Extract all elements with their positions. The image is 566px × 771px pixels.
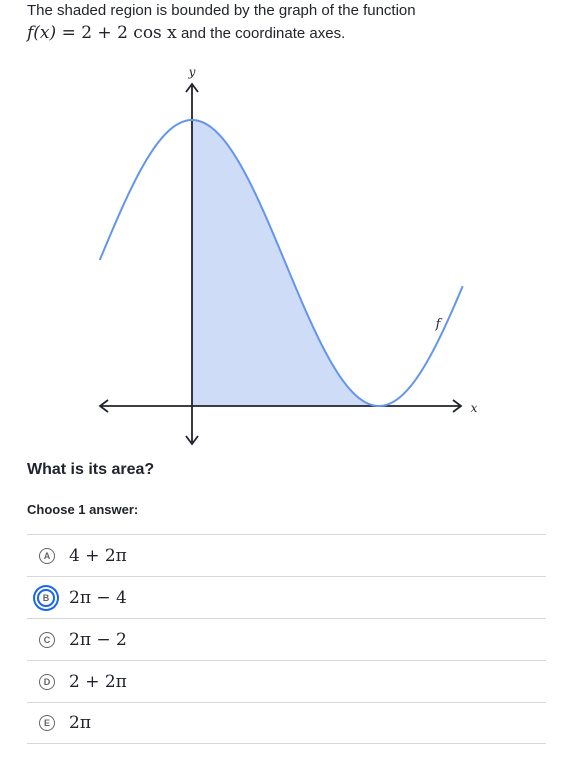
question-text: The shaded region is bounded by the grap… bbox=[27, 0, 547, 45]
answer-choices: A 4 + 2π B 2π − 4 C 2π − 2 D 2 + 2π E 2π bbox=[27, 534, 546, 744]
choice-a-text: 4 + 2π bbox=[69, 545, 127, 566]
choice-c[interactable]: C 2π − 2 bbox=[27, 618, 546, 660]
question-line-2-tail: and the coordinate axes. bbox=[180, 25, 346, 42]
curve-label: f bbox=[435, 317, 443, 332]
choice-e-text: 2π bbox=[69, 713, 91, 733]
choice-b-text: 2π − 4 bbox=[69, 587, 127, 608]
x-axis-left-arrow bbox=[98, 399, 109, 413]
question-line-2: f(x) = 2 + 2 cos x and the coordinate ax… bbox=[27, 22, 547, 45]
y-axis-top-arrow bbox=[185, 82, 199, 93]
choice-b[interactable]: B 2π − 4 bbox=[27, 576, 546, 618]
function-graph: y x f bbox=[98, 65, 478, 446]
x-axis-right-arrow bbox=[452, 399, 463, 413]
choice-d[interactable]: D 2 + 2π bbox=[27, 660, 546, 702]
function-definition: = 2 + 2 cos x bbox=[61, 23, 177, 43]
y-axis-label: y bbox=[188, 65, 196, 79]
choice-d-text: 2 + 2π bbox=[69, 671, 127, 692]
choice-a-radio[interactable]: A bbox=[39, 547, 55, 564]
choice-a[interactable]: A 4 + 2π bbox=[27, 534, 546, 576]
choice-e[interactable]: E 2π bbox=[27, 702, 546, 744]
choice-b-radio[interactable]: B bbox=[37, 588, 55, 607]
choice-c-text: 2π − 2 bbox=[69, 629, 127, 650]
area-question: What is its area? bbox=[27, 461, 155, 478]
y-axis-bottom-arrow bbox=[185, 435, 199, 446]
choice-d-radio[interactable]: D bbox=[39, 673, 55, 690]
x-axis-label: x bbox=[471, 401, 478, 415]
function-curve bbox=[98, 118, 464, 407]
choice-c-radio[interactable]: C bbox=[39, 631, 55, 648]
question-line-1: The shaded region is bounded by the grap… bbox=[27, 2, 416, 19]
choose-label: Choose 1 answer: bbox=[27, 502, 139, 517]
choice-e-radio[interactable]: E bbox=[39, 715, 55, 731]
function-expression: f(x) = 2 + 2 cos x bbox=[27, 23, 177, 43]
shaded-region bbox=[192, 120, 379, 406]
function-name: f(x) bbox=[27, 23, 57, 43]
